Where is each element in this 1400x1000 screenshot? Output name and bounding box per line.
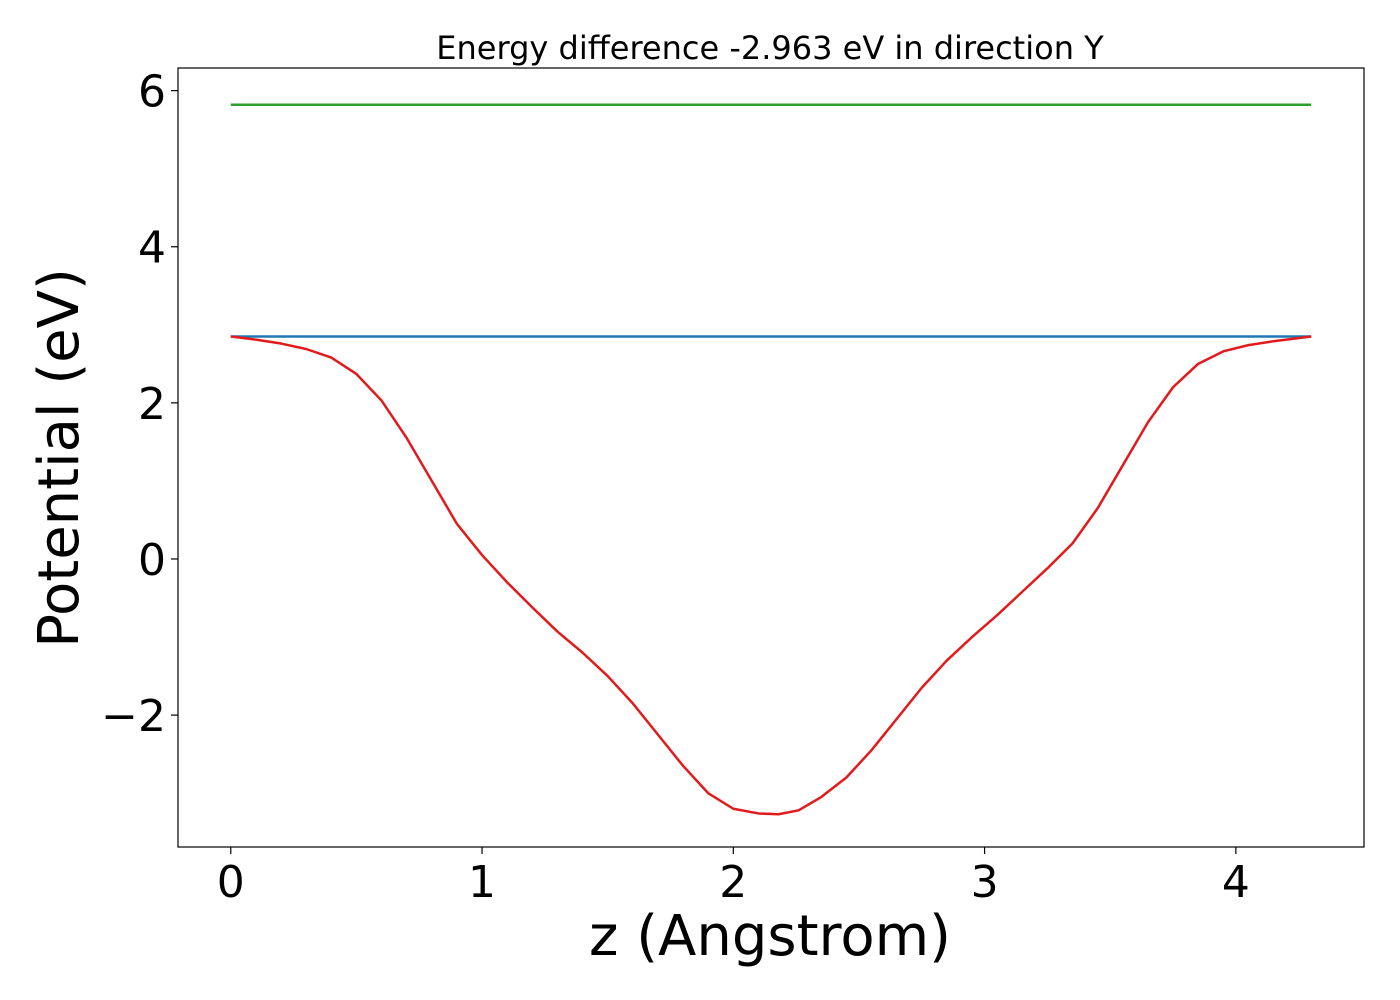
y-tick-label: −2 xyxy=(101,691,166,742)
x-axis-ticks: 0 1 2 3 4 xyxy=(217,847,1250,908)
x-tick-label: 3 xyxy=(971,857,999,908)
x-tick-label: 4 xyxy=(1222,857,1250,908)
y-axis-label: Potential (eV) xyxy=(27,268,92,648)
series-line-3 xyxy=(230,335,1312,816)
y-tick-label: 4 xyxy=(138,223,166,274)
x-tick-label: 2 xyxy=(719,857,747,908)
y-tick-label: 0 xyxy=(138,535,166,586)
x-tick-label: 1 xyxy=(468,857,496,908)
y-axis-ticks: −2 0 2 4 6 xyxy=(101,67,178,742)
y-tick-label: 2 xyxy=(138,379,166,430)
y-tick-label: 6 xyxy=(138,67,166,118)
plot-frame xyxy=(177,67,1365,848)
series-layer xyxy=(230,103,1312,816)
chart-title: Energy difference -2.963 eV in direction… xyxy=(436,29,1104,67)
x-axis-label: z (Angstrom) xyxy=(589,904,951,969)
x-tick-label: 0 xyxy=(217,857,245,908)
